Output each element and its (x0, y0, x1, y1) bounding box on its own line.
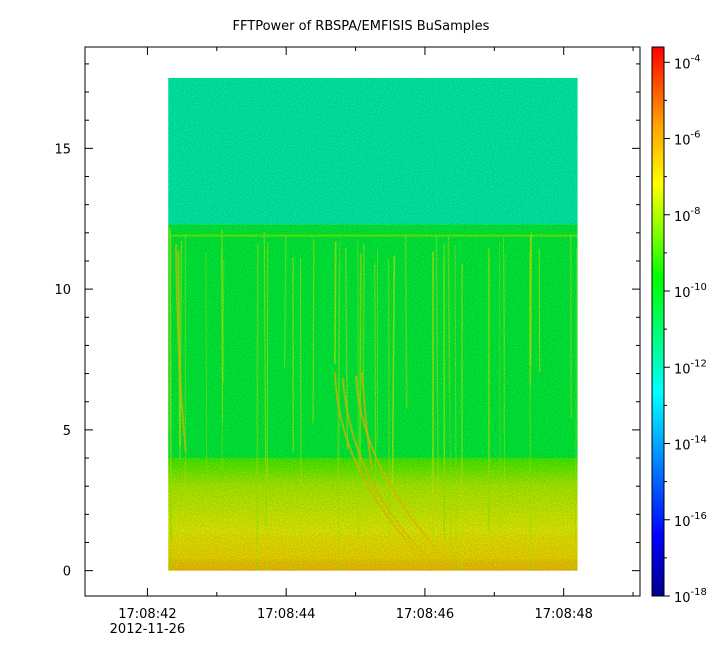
noise-texture (168, 78, 577, 571)
x-tick-label: 17:08:42 (118, 607, 176, 622)
colorbar-tick-label: 10-10 (674, 282, 707, 301)
x-tick-label: 17:08:44 (257, 607, 315, 622)
x-tick-label: 17:08:48 (534, 607, 592, 622)
colorbar-tick-label: 10-16 (674, 511, 707, 530)
chart-title: FFTPower of RBSPA/EMFISIS BuSamples (233, 19, 490, 34)
colorbar-tick-label: 10-12 (674, 358, 707, 377)
colorbar-axis: 10-4 10-6 10-8 10-10 10-12 10-14 10-16 10-18 (664, 53, 707, 606)
x-date-label: 2012-11-26 (110, 622, 186, 637)
colorbar-tick-label: 10-4 (674, 53, 701, 72)
colorbar (652, 47, 664, 596)
x-tick-label: 17:08:46 (396, 607, 454, 622)
colorbar-tick-label: 10-18 (674, 587, 707, 606)
colorbar-tick-label: 10-14 (674, 435, 707, 454)
colorbar-tick-label: 10-8 (674, 206, 701, 225)
colorbar-tick-label: 10-6 (674, 130, 701, 149)
y-tick-label: 0 (63, 565, 71, 580)
y-tick-label: 5 (63, 424, 71, 439)
y-tick-label: 15 (54, 142, 71, 157)
y-tick-label: 10 (54, 283, 71, 298)
heatmap-area (168, 78, 577, 571)
